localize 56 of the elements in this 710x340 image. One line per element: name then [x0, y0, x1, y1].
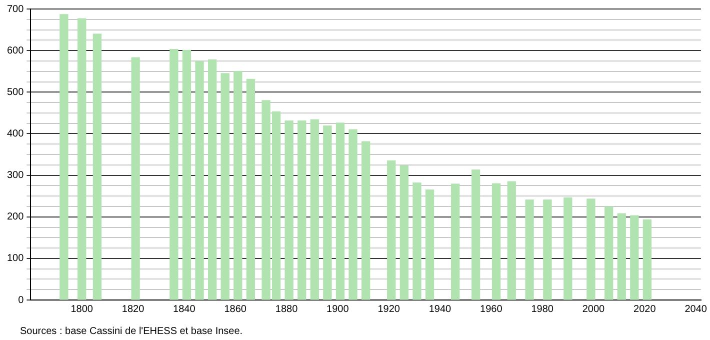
- x-tick-label: 1880: [275, 304, 298, 315]
- y-tick-label: 200: [6, 212, 24, 223]
- y-tick-label: 400: [6, 128, 24, 140]
- bar: [361, 141, 370, 300]
- x-tick-label: 2000: [582, 304, 606, 315]
- y-tick-label: 300: [6, 170, 24, 182]
- bar: [642, 219, 652, 300]
- x-tick-label: 2040: [684, 304, 708, 315]
- bar: [220, 73, 230, 300]
- bar: [617, 213, 626, 300]
- bar: [525, 199, 534, 300]
- bar: [298, 120, 306, 300]
- x-tick-label: 1940: [428, 304, 452, 315]
- x-tick-label: 1840: [173, 304, 196, 315]
- y-tick-label: 0: [18, 294, 24, 306]
- bar: [387, 160, 396, 300]
- y-tick-label: 600: [6, 45, 24, 56]
- bar: [412, 182, 422, 300]
- bar: [400, 165, 409, 300]
- bar: [208, 59, 217, 300]
- bar: [348, 129, 358, 300]
- bar: [131, 57, 140, 300]
- bar: [170, 48, 178, 300]
- y-tick-label: 700: [6, 4, 24, 15]
- bar: [182, 50, 192, 300]
- source-note: Sources : base Cassini de l'EHESS et base Insee.: [20, 326, 243, 337]
- x-tick-label: 1960: [480, 304, 503, 315]
- bar: [323, 125, 332, 300]
- x-tick-label: 1860: [224, 304, 247, 315]
- bar: [564, 197, 572, 300]
- x-tick-label: 1800: [70, 304, 94, 315]
- bar: [284, 120, 294, 300]
- bar: [507, 181, 516, 300]
- bar: [336, 122, 345, 300]
- x-tick-label: 1920: [378, 304, 400, 315]
- bar: [425, 190, 434, 300]
- bar: [451, 184, 460, 300]
- x-tick-label: 1900: [326, 304, 350, 315]
- bar: [195, 61, 204, 300]
- x-tick-label: 2020: [634, 304, 656, 315]
- x-tick-label: 1820: [122, 304, 145, 315]
- x-tick-label: 1980: [531, 304, 554, 315]
- bar: [78, 18, 86, 300]
- bar: [246, 78, 256, 300]
- bar: [234, 71, 242, 300]
- bar: [586, 198, 596, 300]
- bar: [630, 215, 639, 300]
- bar: [471, 170, 480, 300]
- bar: [492, 183, 501, 300]
- bar: [92, 34, 102, 300]
- y-tick-label: 500: [6, 86, 24, 98]
- bar: [60, 14, 68, 300]
- bar: [543, 199, 552, 300]
- y-tick-label: 100: [6, 253, 24, 264]
- bar: [604, 206, 614, 300]
- bar: [310, 119, 319, 300]
